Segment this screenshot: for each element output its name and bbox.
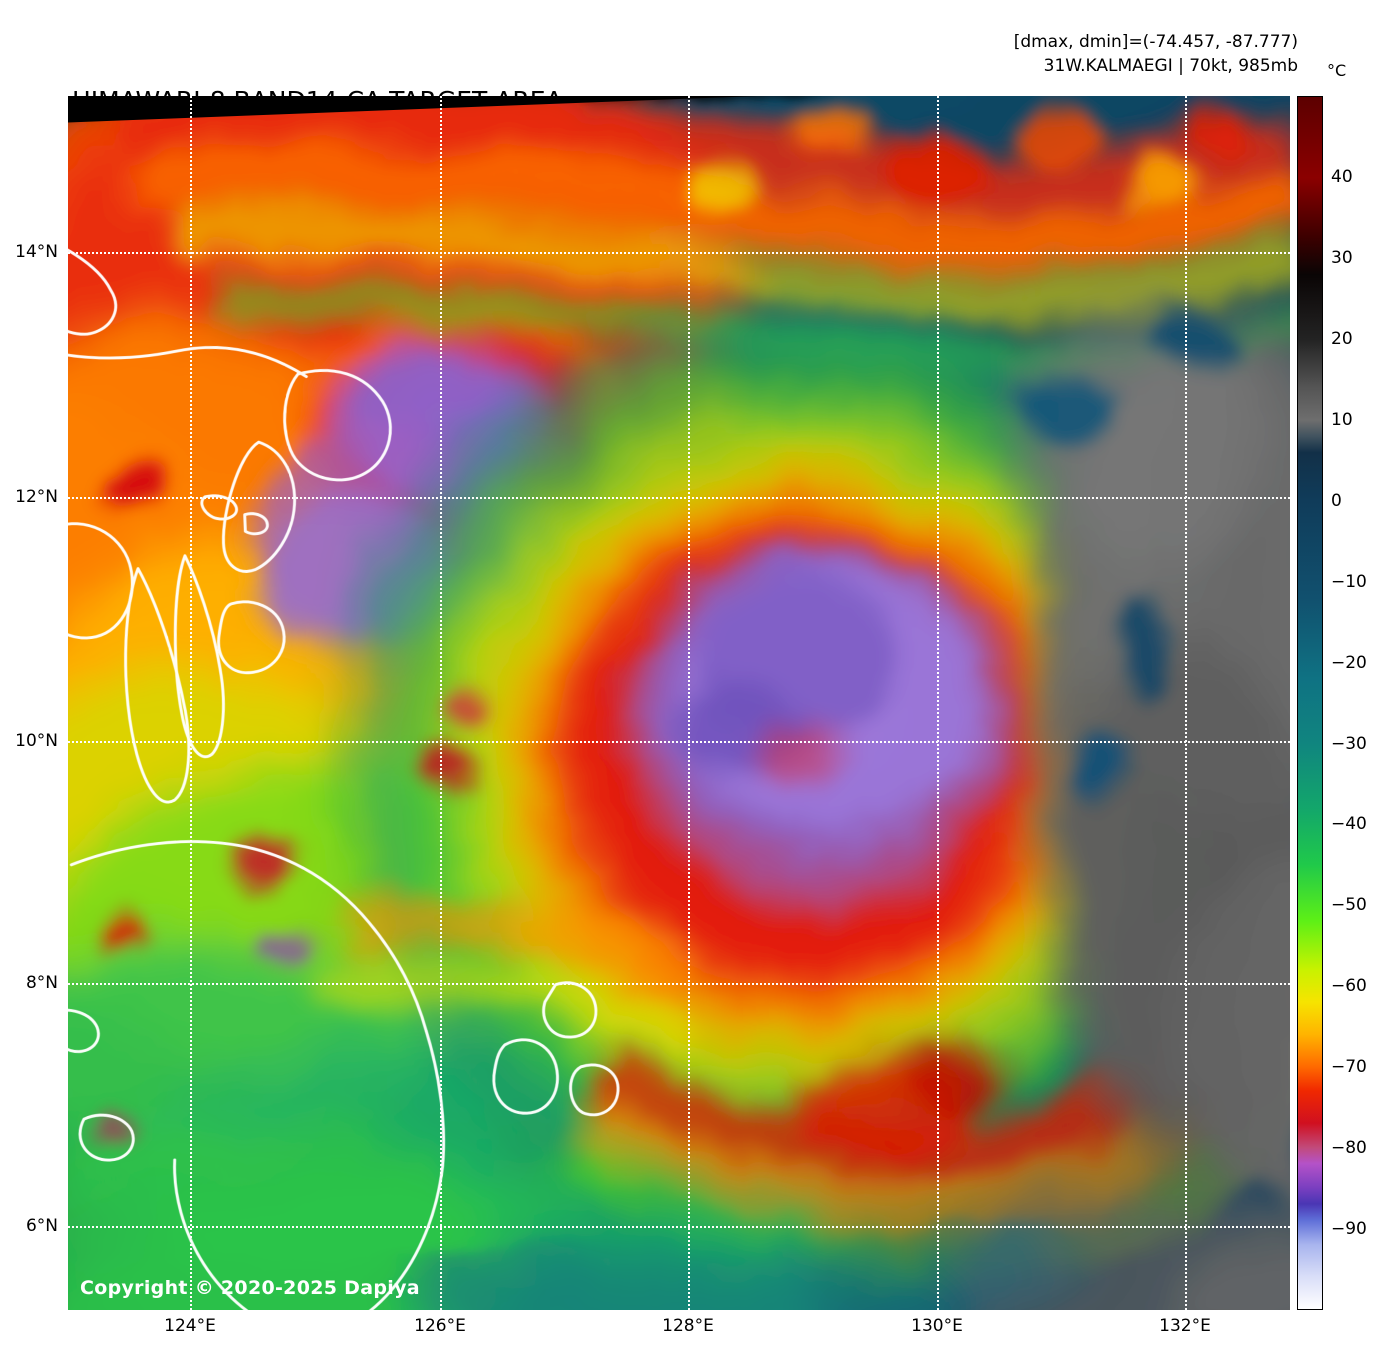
xtick-label-3: 130°E	[911, 1316, 963, 1336]
ytick-label-2: 10°N	[15, 731, 58, 751]
ytick-label-4: 6°N	[25, 1216, 58, 1236]
colorbar-tick--80: −80	[1331, 1138, 1367, 1159]
plot-inner	[68, 96, 1290, 1310]
colorbar-tick--10: −10	[1331, 571, 1367, 592]
satellite-swath	[68, 96, 1290, 1310]
colorbar-tick--50: −50	[1331, 895, 1367, 916]
ytick-label-0: 14°N	[15, 242, 58, 262]
satellite-image-plot	[68, 96, 1290, 1310]
colorbar-tick-0: 0	[1331, 490, 1342, 511]
copyright-label: Copyright © 2020-2025 Dapiya	[80, 1277, 420, 1299]
xtick-label-2: 128°E	[662, 1316, 714, 1336]
xtick-label-4: 132°E	[1159, 1316, 1211, 1336]
colorbar-tick--40: −40	[1331, 814, 1367, 835]
storm-info-label: 31W.KALMAEGI | 70kt, 985mb	[1043, 56, 1298, 76]
xtick-label-1: 126°E	[414, 1316, 466, 1336]
xtick-label-0: 124°E	[164, 1316, 216, 1336]
colorbar-tick-30: 30	[1331, 247, 1353, 268]
colorbar-tick-20: 20	[1331, 328, 1353, 349]
ytick-label-1: 12°N	[15, 487, 58, 507]
colorbar-tick--30: −30	[1331, 733, 1367, 754]
colorbar-tick--20: −20	[1331, 652, 1367, 673]
dmax-dmin-label: [dmax, dmin]=(-74.457, -87.777)	[1013, 32, 1298, 52]
ytick-label-3: 8°N	[25, 973, 58, 993]
header-metadata-block: [dmax, dmin]=(-74.457, -87.777) 31W.KALM…	[1014, 30, 1298, 78]
colorbar-tick--60: −60	[1331, 976, 1367, 997]
colorbar-tick-10: 10	[1331, 409, 1353, 430]
colorbar-gradient	[1298, 97, 1322, 1309]
colorbar-unit-label: °C	[1327, 61, 1347, 80]
temperature-colorbar	[1297, 96, 1323, 1310]
colorbar-tick--90: −90	[1331, 1219, 1367, 1240]
colorbar-tick-40: 40	[1331, 166, 1353, 187]
colorbar-tick--70: −70	[1331, 1057, 1367, 1078]
